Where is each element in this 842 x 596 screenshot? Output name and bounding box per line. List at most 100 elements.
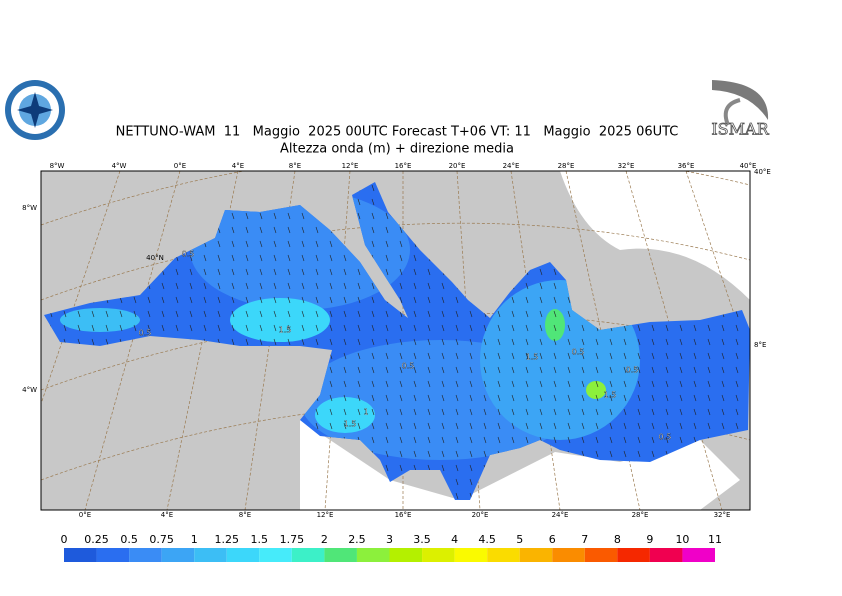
direction-arrow — [581, 394, 585, 402]
direction-arrow — [693, 352, 697, 360]
direction-arrow — [385, 422, 389, 430]
direction-arrow — [343, 296, 347, 304]
direction-arrow — [637, 366, 641, 374]
direction-arrow — [455, 324, 459, 332]
direction-arrow — [301, 324, 305, 332]
direction-arrow — [567, 338, 571, 346]
direction-arrow — [637, 352, 641, 360]
direction-arrow — [567, 296, 571, 304]
direction-arrow — [707, 338, 711, 346]
lon-label: 20°E — [472, 511, 489, 519]
direction-arrow — [343, 282, 347, 290]
direction-arrow — [455, 394, 459, 402]
direction-arrow — [413, 296, 417, 304]
direction-arrow — [399, 464, 403, 472]
direction-arrow — [357, 394, 361, 402]
subtitle: Altezza onda (m) + direzione media — [280, 142, 514, 157]
direction-arrow — [553, 324, 557, 332]
direction-arrow — [623, 380, 627, 388]
direction-arrow — [497, 436, 501, 444]
colorbar-label: 0.25 — [84, 533, 109, 546]
direction-arrow — [735, 366, 739, 374]
direction-arrow — [441, 324, 445, 332]
direction-arrow — [539, 422, 543, 430]
direction-arrow — [427, 324, 431, 332]
direction-arrow — [413, 338, 417, 346]
colorbar-label: 11 — [708, 533, 722, 546]
direction-arrow — [329, 408, 333, 416]
direction-arrow — [679, 380, 683, 388]
direction-arrow — [455, 478, 459, 486]
direction-arrow — [315, 324, 319, 332]
direction-arrow — [259, 268, 263, 276]
direction-arrow — [567, 380, 571, 388]
direction-arrow — [357, 324, 361, 332]
direction-arrow — [385, 268, 389, 276]
direction-arrow — [511, 408, 515, 416]
direction-arrow — [427, 296, 431, 304]
direction-arrow — [357, 422, 361, 430]
direction-arrow — [413, 408, 417, 416]
direction-arrow — [315, 422, 319, 430]
direction-arrow — [245, 268, 249, 276]
colorbar-label: 5 — [516, 533, 523, 546]
direction-arrow — [399, 226, 403, 234]
direction-arrow — [553, 338, 557, 346]
direction-arrow — [273, 268, 277, 276]
direction-arrow — [343, 338, 347, 346]
direction-arrow — [399, 408, 403, 416]
direction-arrow — [651, 436, 655, 444]
contour-label: 0.5 — [182, 250, 195, 259]
direction-arrow — [497, 422, 501, 430]
direction-arrow — [679, 422, 683, 430]
direction-arrow — [623, 394, 627, 402]
direction-arrow — [343, 380, 347, 388]
direction-arrow — [343, 408, 347, 416]
direction-arrow — [651, 408, 655, 416]
direction-arrow — [665, 408, 669, 416]
direction-arrow — [651, 324, 655, 332]
lon-label: 8°W — [50, 162, 65, 170]
direction-arrow — [595, 394, 599, 402]
direction-arrow — [525, 408, 529, 416]
direction-arrow — [329, 268, 333, 276]
direction-arrow — [147, 296, 151, 304]
direction-arrow — [175, 296, 179, 304]
direction-arrow — [455, 352, 459, 360]
direction-arrow — [721, 422, 725, 430]
direction-arrow — [413, 366, 417, 374]
direction-arrow — [567, 422, 571, 430]
direction-arrow — [287, 254, 291, 262]
direction-arrow — [693, 324, 697, 332]
direction-arrow — [567, 352, 571, 360]
direction-arrow — [735, 394, 739, 402]
direction-arrow — [399, 352, 403, 360]
direction-arrow — [371, 212, 375, 220]
direction-arrow — [329, 394, 333, 402]
lon-label: 0°E — [174, 162, 186, 170]
direction-arrow — [707, 394, 711, 402]
direction-arrow — [441, 394, 445, 402]
direction-arrow — [371, 324, 375, 332]
direction-arrow — [105, 310, 109, 318]
contour-label: 0.5 — [572, 348, 585, 357]
direction-arrow — [539, 324, 543, 332]
lon-label: 28°E — [632, 511, 649, 519]
direction-arrow — [693, 408, 697, 416]
direction-arrow — [497, 408, 501, 416]
direction-arrow — [427, 408, 431, 416]
direction-arrow — [357, 212, 361, 220]
direction-arrow — [595, 338, 599, 346]
direction-arrow — [721, 380, 725, 388]
direction-arrow — [245, 240, 249, 248]
direction-arrow — [553, 268, 557, 276]
direction-arrow — [609, 338, 613, 346]
direction-arrow — [567, 324, 571, 332]
direction-arrow — [567, 408, 571, 416]
direction-arrow — [539, 310, 543, 318]
direction-arrow — [343, 366, 347, 374]
direction-arrow — [469, 422, 473, 430]
direction-arrow — [581, 338, 585, 346]
direction-arrow — [343, 268, 347, 276]
